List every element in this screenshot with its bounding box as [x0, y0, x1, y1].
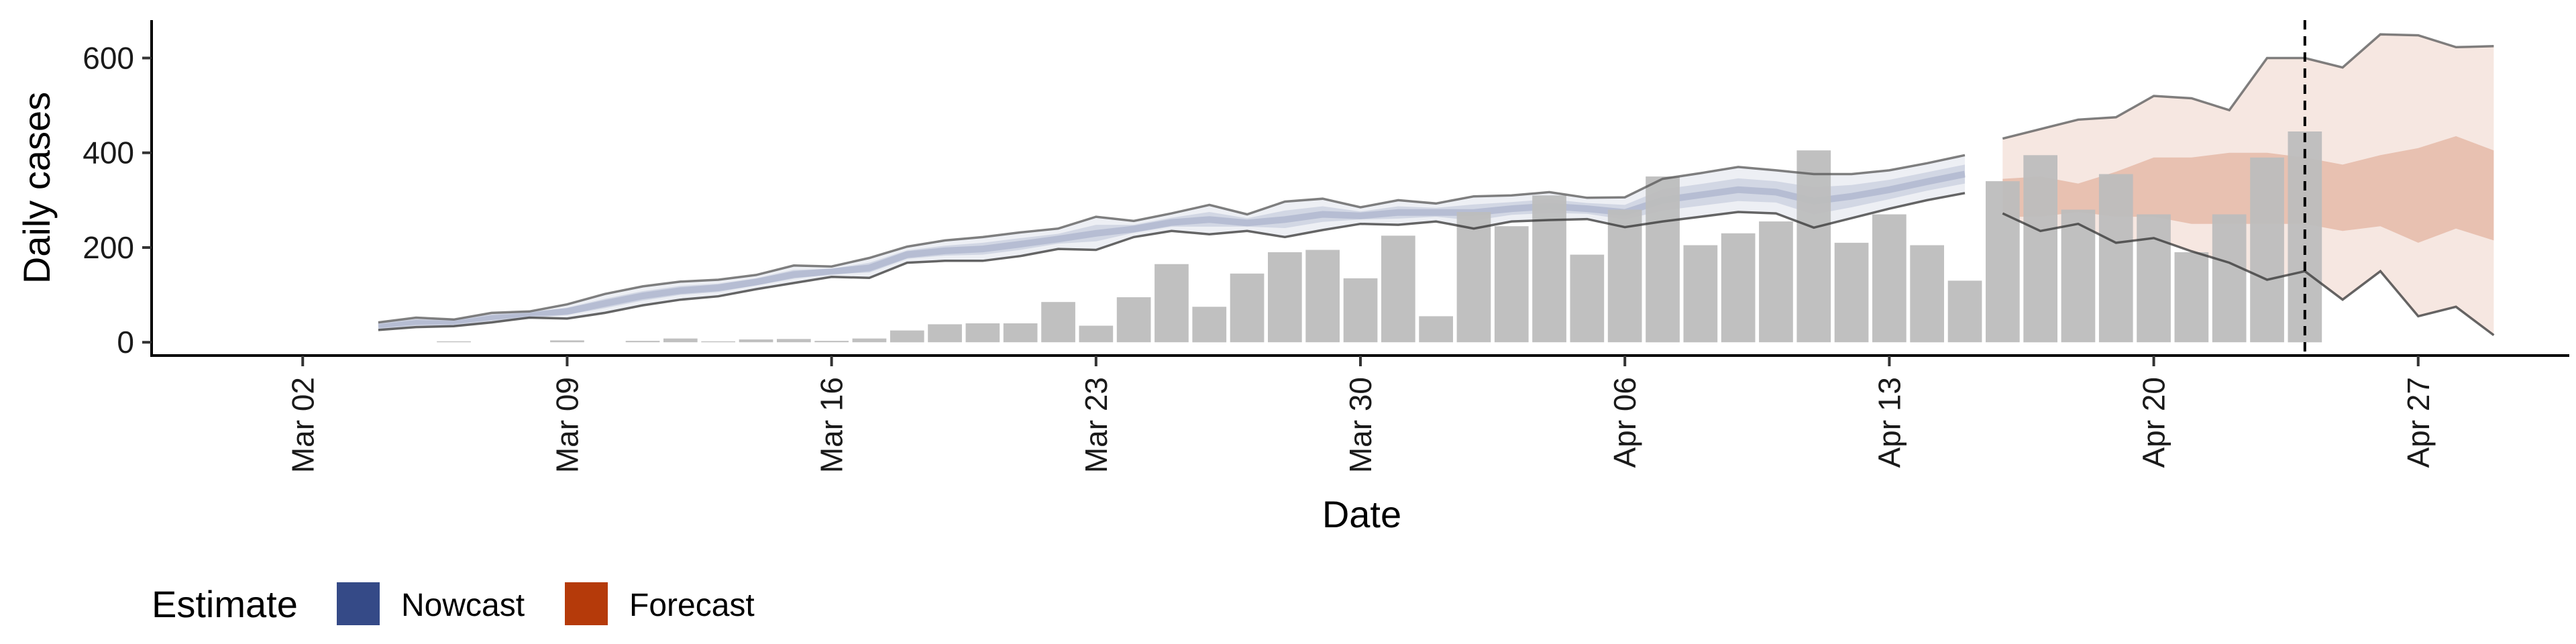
- bar: [1192, 307, 1227, 343]
- legend-label-nowcast: Nowcast: [401, 588, 525, 623]
- plot-area: [378, 20, 2495, 356]
- y-ticks: 0 200 400 600: [83, 40, 152, 360]
- x-tick-label: Mar 02: [285, 377, 320, 473]
- bar: [928, 324, 962, 343]
- bar: [1343, 278, 1378, 343]
- bar: [814, 341, 849, 343]
- bar: [1872, 214, 1907, 343]
- axes: 0 200 400 600 Mar 02 Mar 09 Mar 16 Mar 23 Mar 3…: [15, 20, 2569, 535]
- forecast-outer-band: [2002, 34, 2494, 335]
- bar: [2023, 155, 2057, 343]
- bar: [890, 330, 924, 343]
- bar: [1570, 254, 1605, 343]
- bar: [1003, 323, 1038, 343]
- x-tick-label: Apr 27: [2401, 377, 2436, 468]
- bar: [1607, 209, 1642, 343]
- bar: [1494, 226, 1529, 343]
- nowcast-inner-band: [378, 164, 1966, 328]
- bar: [1947, 280, 1982, 343]
- bar: [1419, 316, 1453, 343]
- x-tick-label: Mar 23: [1079, 377, 1114, 473]
- x-tick-label: Apr 13: [1872, 377, 1907, 468]
- bar: [1230, 273, 1265, 343]
- y-tick-label: 600: [83, 40, 134, 75]
- x-tick-label: Mar 09: [549, 377, 584, 473]
- bar: [437, 341, 471, 343]
- bar: [1986, 181, 2020, 343]
- bar: [2098, 174, 2133, 343]
- bar: [2250, 157, 2284, 343]
- y-tick-label: 0: [117, 325, 134, 360]
- legend: Estimate Nowcast Forecast: [152, 582, 755, 625]
- bar: [2174, 252, 2209, 343]
- y-axis-title: Daily cases: [15, 92, 58, 284]
- forecast-upper-line: [2002, 33, 2494, 140]
- bar: [701, 341, 735, 343]
- nowcast-outer-band: [378, 155, 1966, 330]
- bar: [1834, 242, 1869, 343]
- x-tick-label: Apr 20: [2137, 377, 2171, 468]
- bar: [965, 323, 1000, 343]
- bar: [2061, 209, 2096, 343]
- bar: [625, 341, 660, 343]
- legend-label-forecast: Forecast: [629, 588, 755, 623]
- y-tick-label: 400: [83, 136, 134, 170]
- estimate-bound-lines: [378, 33, 2495, 336]
- bar: [1079, 325, 1114, 343]
- bar: [739, 339, 773, 343]
- legend-swatch-forecast: [565, 582, 608, 625]
- bar: [1796, 150, 1831, 343]
- reported-cases-bars: [437, 131, 2322, 343]
- bar: [1759, 221, 1793, 343]
- bar: [1683, 245, 1718, 343]
- bar: [2212, 214, 2247, 343]
- x-ticks: Mar 02 Mar 09 Mar 16 Mar 23 Mar 30 Apr 06 Apr …: [285, 356, 2436, 473]
- bar: [1456, 212, 1491, 343]
- y-tick-label: 200: [83, 230, 134, 265]
- bar: [663, 338, 698, 343]
- nowcast-median-line: [378, 170, 1966, 330]
- x-tick-label: Mar 30: [1343, 377, 1378, 473]
- bar: [1041, 302, 1075, 343]
- bar: [1381, 235, 1415, 343]
- x-axis-title: Date: [1322, 493, 1401, 535]
- bar: [1116, 297, 1151, 343]
- x-tick-label: Apr 06: [1607, 377, 1642, 468]
- forecast-lower-line: [2002, 212, 2495, 336]
- nowcast-upper-line: [378, 154, 1966, 324]
- bar: [1910, 245, 1944, 343]
- bar: [1721, 233, 1756, 343]
- bar: [1305, 250, 1340, 343]
- legend-title: Estimate: [152, 583, 298, 625]
- bar: [2137, 214, 2171, 343]
- x-tick-label: Mar 16: [814, 377, 849, 473]
- bar: [777, 339, 811, 343]
- bar: [550, 340, 584, 343]
- legend-swatch-nowcast: [337, 582, 380, 625]
- bar: [852, 338, 887, 343]
- nowcast-lower-line: [378, 192, 1966, 331]
- bar: [1532, 195, 1566, 343]
- bar: [1646, 176, 1680, 343]
- bar: [1268, 252, 1302, 343]
- bar: [1155, 264, 1189, 343]
